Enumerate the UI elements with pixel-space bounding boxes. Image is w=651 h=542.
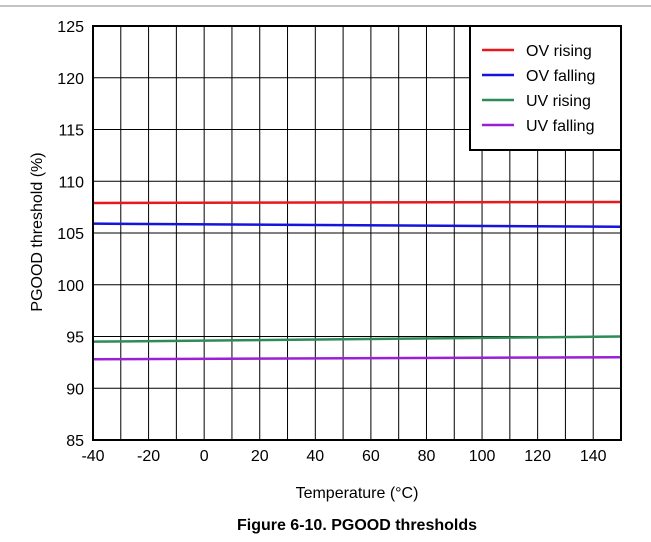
legend-label: UV falling xyxy=(526,118,594,135)
legend-box xyxy=(469,25,622,151)
y-tick-label: 120 xyxy=(57,71,84,88)
series-line-ov-falling xyxy=(92,222,622,229)
legend-label: OV falling xyxy=(526,68,595,85)
y-tick-label: 115 xyxy=(58,123,84,140)
x-tick-label: 120 xyxy=(524,448,551,465)
x-tick-label: 60 xyxy=(362,448,380,465)
series-line-uv-rising xyxy=(92,335,622,343)
legend-label: OV rising xyxy=(526,43,592,60)
y-tick-label: 90 xyxy=(66,381,84,398)
x-tick-labels: -40 -20 0 20 40 60 80 100 120 140 xyxy=(81,448,606,465)
legend-label: UV rising xyxy=(526,93,591,110)
x-tick-label: 80 xyxy=(418,448,436,465)
y-tick-label: 110 xyxy=(58,174,84,191)
y-tick-label: 85 xyxy=(66,433,84,450)
figure-title: Figure 6-10. PGOOD thresholds xyxy=(237,517,477,534)
series-lines xyxy=(92,200,622,361)
x-tick-label: 40 xyxy=(306,448,324,465)
y-axis-label: PGOOD threshold (%) xyxy=(29,152,46,311)
series-line-uv-falling xyxy=(92,355,622,361)
y-tick-label: 95 xyxy=(66,330,84,347)
x-tick-label: -40 xyxy=(81,448,104,465)
x-tick-label: 20 xyxy=(251,448,269,465)
x-tick-label: 0 xyxy=(200,448,209,465)
plot-frame xyxy=(92,25,622,441)
y-tick-label: 125 xyxy=(57,19,84,36)
y-tick-labels: 85 90 95 100 105 110 115 120 125 xyxy=(57,19,84,450)
x-tick-label: -20 xyxy=(137,448,160,465)
y-tick-label: 105 xyxy=(57,226,84,243)
y-tick-label: 100 xyxy=(57,278,84,295)
series-line-ov-rising xyxy=(92,200,622,205)
x-axis-label: Temperature (°C) xyxy=(296,485,419,502)
x-tick-label: 140 xyxy=(580,448,607,465)
x-tick-label: 100 xyxy=(469,448,496,465)
legend: OV rising OV falling UV rising UV falling xyxy=(469,25,622,151)
